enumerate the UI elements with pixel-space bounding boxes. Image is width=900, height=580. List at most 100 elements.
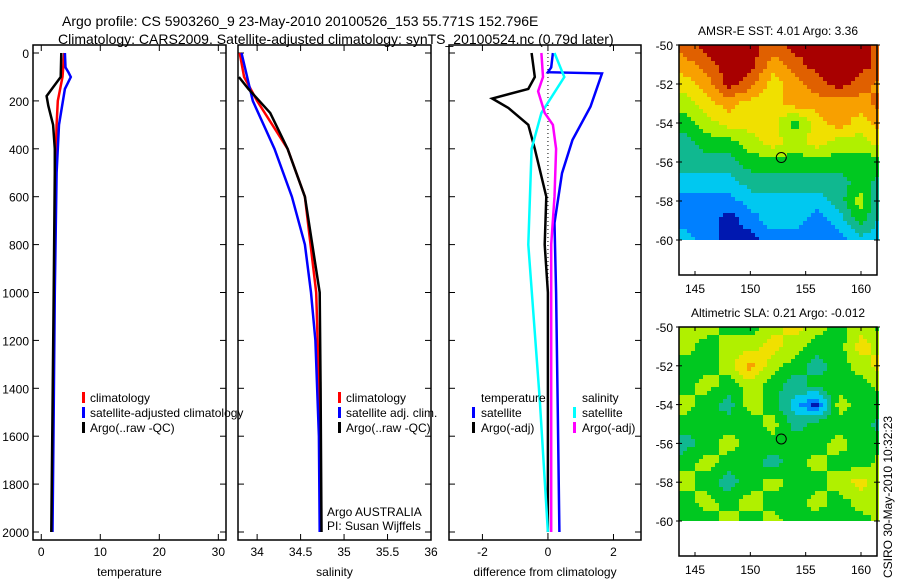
- heatmap-cell: [759, 443, 763, 447]
- heatmap-cell: [811, 455, 815, 459]
- heatmap-cell: [771, 65, 775, 69]
- heatmap-cell: [679, 439, 683, 443]
- heatmap-cell: [763, 451, 767, 455]
- heatmap-cell: [727, 483, 731, 487]
- heatmap-cell: [783, 475, 787, 479]
- heatmap-cell: [679, 129, 683, 133]
- heatmap-cell: [839, 443, 843, 447]
- heatmap-cell: [843, 447, 847, 451]
- heatmap-cell: [863, 133, 867, 137]
- heatmap-cell: [763, 189, 767, 193]
- heatmap-cell: [727, 455, 731, 459]
- heatmap-cell: [715, 455, 719, 459]
- heatmap-cell: [743, 205, 747, 209]
- heatmap-cell: [811, 355, 815, 359]
- heatmap-cell: [775, 447, 779, 451]
- heatmap-cell: [735, 503, 739, 507]
- heatmap-cell: [791, 225, 795, 229]
- heatmap-cell: [835, 491, 839, 495]
- heatmap-cell: [819, 77, 823, 81]
- heatmap-cell: [807, 443, 811, 447]
- heatmap-cell: [723, 229, 727, 233]
- heatmap-cell: [871, 77, 875, 81]
- heatmap-cell: [867, 213, 871, 217]
- heatmap-cell: [767, 189, 771, 193]
- heatmap-cell: [855, 343, 859, 347]
- heatmap-cell: [743, 383, 747, 387]
- heatmap-cell: [743, 125, 747, 129]
- heatmap-cell: [687, 177, 691, 181]
- heatmap-cell: [871, 153, 875, 157]
- x-tick-label: 0: [38, 545, 45, 559]
- heatmap-cell: [787, 371, 791, 375]
- heatmap-cell: [735, 97, 739, 101]
- heatmap-cell: [803, 73, 807, 77]
- heatmap-cell: [815, 327, 819, 331]
- series-line-argo-raw-qc-: [45, 52, 63, 533]
- heatmap-cell: [783, 499, 787, 503]
- plot-frame: [32, 44, 227, 541]
- heatmap-cell: [867, 471, 871, 475]
- heatmap-cell: [859, 81, 863, 85]
- heatmap-cell: [711, 145, 715, 149]
- heatmap-cell: [735, 379, 739, 383]
- heatmap-cell: [739, 157, 743, 161]
- heatmap-cell: [711, 165, 715, 169]
- heatmap-cell: [831, 371, 835, 375]
- heatmap-cell: [683, 141, 687, 145]
- heatmap-cell: [743, 511, 747, 515]
- heatmap-cell: [703, 117, 707, 121]
- heatmap-cell: [751, 391, 755, 395]
- heatmap-cell: [827, 511, 831, 515]
- heatmap-cell: [775, 69, 779, 73]
- heatmap-cell: [807, 181, 811, 185]
- heatmap-cell: [679, 65, 683, 69]
- heatmap-cell: [847, 145, 851, 149]
- heatmap-cell: [855, 459, 859, 463]
- heatmap-cell: [863, 327, 867, 331]
- heatmap-cell: [751, 57, 755, 61]
- heatmap-cell: [783, 209, 787, 213]
- heatmap-cell: [707, 379, 711, 383]
- heatmap-cell: [687, 327, 691, 331]
- heatmap-cell: [799, 343, 803, 347]
- heatmap-cell: [731, 475, 735, 479]
- heatmap-cell: [859, 431, 863, 435]
- heatmap-cell: [831, 403, 835, 407]
- heatmap-cell: [715, 379, 719, 383]
- heatmap-cell: [731, 45, 735, 49]
- heatmap-cell: [791, 145, 795, 149]
- heatmap-cell: [719, 201, 723, 205]
- heatmap-cell: [835, 371, 839, 375]
- heatmap-cell: [847, 117, 851, 121]
- heatmap-cell: [711, 411, 715, 415]
- heatmap-cell: [811, 233, 815, 237]
- heatmap-cell: [755, 391, 759, 395]
- heatmap-cell: [767, 447, 771, 451]
- heatmap-cell: [771, 475, 775, 479]
- heatmap-cell: [719, 419, 723, 423]
- heatmap-cell: [811, 411, 815, 415]
- heatmap-cell: [815, 363, 819, 367]
- heatmap-cell: [831, 379, 835, 383]
- heatmap-cell: [747, 415, 751, 419]
- heatmap-cell: [727, 45, 731, 49]
- heatmap-cell: [695, 97, 699, 101]
- heatmap-cell: [775, 177, 779, 181]
- heatmap-cell: [767, 399, 771, 403]
- heatmap-cell: [699, 161, 703, 165]
- heatmap-cell: [783, 435, 787, 439]
- heatmap-cell: [739, 81, 743, 85]
- heatmap-cell: [699, 237, 703, 240]
- heatmap-cell: [791, 375, 795, 379]
- heatmap-cell: [711, 225, 715, 229]
- heatmap-cell: [767, 233, 771, 237]
- heatmap-cell: [783, 65, 787, 69]
- heatmap-cell: [795, 97, 799, 101]
- heatmap-cell: [711, 205, 715, 209]
- heatmap-cell: [827, 77, 831, 81]
- heatmap-cell: [847, 217, 851, 221]
- heatmap-cell: [767, 479, 771, 483]
- heatmap-cell: [835, 217, 839, 221]
- heatmap-cell: [863, 173, 867, 177]
